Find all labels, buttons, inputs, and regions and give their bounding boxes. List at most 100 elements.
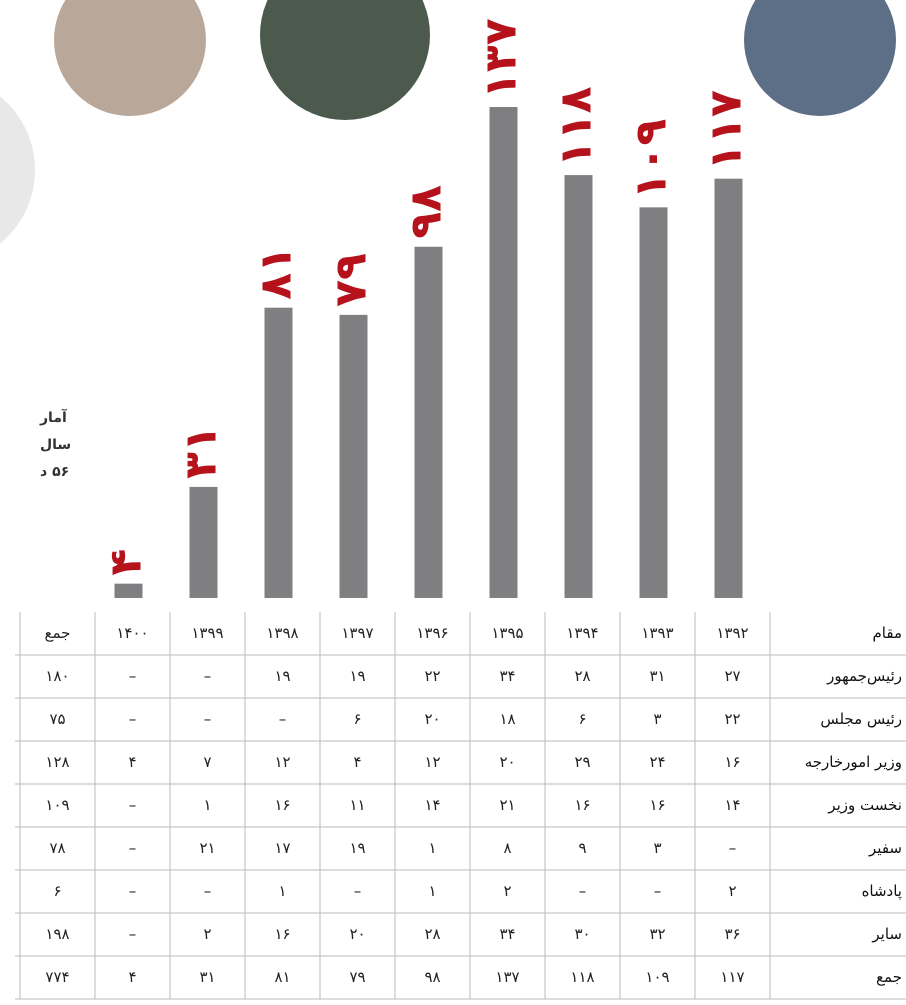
table-cell: ۱۱۷ bbox=[720, 968, 744, 986]
table-cell: ۷۵ bbox=[49, 710, 65, 728]
table-cell: – bbox=[654, 882, 662, 900]
header-cell: جمع bbox=[45, 624, 71, 642]
row-label: سفیر bbox=[868, 839, 902, 857]
bar bbox=[414, 246, 443, 598]
table-cell: ۳۴ bbox=[499, 925, 515, 943]
header-cell: ۱۳۹۹ bbox=[191, 624, 223, 642]
table-cell: ۱۱ bbox=[349, 796, 365, 814]
table-cell: ۷۸ bbox=[49, 839, 65, 857]
bar bbox=[564, 175, 593, 598]
table-cell: – bbox=[129, 667, 137, 685]
table-cell: ۷ bbox=[203, 753, 211, 771]
table-cell: – bbox=[129, 796, 137, 814]
value-label: ۱۱۸ bbox=[551, 86, 602, 167]
table-cell: ۱ bbox=[278, 882, 286, 900]
table-cell: ۱۶ bbox=[649, 796, 665, 814]
table-cell: ۶ bbox=[578, 710, 586, 728]
table-cell: ۲۸ bbox=[424, 925, 440, 943]
row-label: نخست وزیر bbox=[827, 796, 902, 814]
table-cell: ۳ bbox=[653, 710, 661, 728]
table-cell: ۸۱ bbox=[274, 968, 290, 986]
row-label: سایر bbox=[871, 925, 902, 943]
table-cell: ۲۲ bbox=[724, 710, 740, 728]
table-cell: ۳۱ bbox=[649, 667, 665, 685]
value-label: ۱۱۷ bbox=[701, 90, 752, 171]
row-label: وزیر امورخارجه bbox=[805, 753, 902, 771]
photo bbox=[744, 0, 896, 116]
table-cell: ۲۰ bbox=[499, 753, 515, 771]
table-cell: – bbox=[129, 925, 137, 943]
bar bbox=[714, 178, 743, 598]
table-cell: – bbox=[129, 839, 137, 857]
table-cell: ۱۴ bbox=[724, 796, 740, 814]
table-cell: ۱۹ bbox=[349, 839, 365, 857]
row-label: رئیس‌جمهور bbox=[826, 667, 902, 685]
table-cell: ۱۶ bbox=[574, 796, 590, 814]
table-cell: ۲۰ bbox=[424, 710, 440, 728]
table-cell: – bbox=[129, 710, 137, 728]
table-cell: ۹۸ bbox=[424, 968, 440, 986]
header-cell: ۱۳۹۶ bbox=[416, 624, 448, 642]
table-cell: – bbox=[729, 839, 737, 857]
table-cell: – bbox=[354, 882, 362, 900]
bar bbox=[189, 486, 218, 598]
table-cell: ۱۸ bbox=[499, 710, 515, 728]
table-cell: ۱۲ bbox=[274, 753, 290, 771]
table-cell: ۱۴ bbox=[424, 796, 440, 814]
value-label: ۱۳۷ bbox=[476, 18, 527, 99]
value-label: ۹۸ bbox=[401, 185, 452, 239]
table-cell: ۶ bbox=[353, 710, 361, 728]
value-label: ۴ bbox=[101, 549, 152, 576]
table-cell: ۳۱ bbox=[199, 968, 215, 986]
table-cell: ۱۶ bbox=[274, 796, 290, 814]
table-cell: – bbox=[204, 710, 212, 728]
photo bbox=[260, 0, 430, 120]
table-cell: ۱ bbox=[428, 839, 436, 857]
table-cell: ۲۷ bbox=[724, 667, 740, 685]
row-label: رئیس مجلس bbox=[820, 710, 902, 728]
table-cell: ۱۱۸ bbox=[570, 968, 594, 986]
table-cell: ۱۷ bbox=[274, 839, 290, 857]
table-cell: ۳ bbox=[653, 839, 661, 857]
table-cell: ۳۰ bbox=[574, 925, 590, 943]
table-cell: ۷۷۴ bbox=[45, 968, 69, 986]
side-text: ۵۶ د bbox=[40, 464, 69, 480]
bar bbox=[639, 207, 668, 598]
table-cell: ۷۹ bbox=[349, 968, 365, 986]
table-cell: – bbox=[279, 710, 287, 728]
table-cell: ۱۲۸ bbox=[45, 753, 69, 771]
side-text: سال bbox=[40, 437, 71, 453]
value-label: ۷۹ bbox=[326, 253, 377, 307]
table-cell: ۱۲ bbox=[424, 753, 440, 771]
value-label: ۸۱ bbox=[251, 246, 302, 300]
table-cell: ۱۹ bbox=[349, 667, 365, 685]
table-cell: ۱۶ bbox=[274, 925, 290, 943]
side-text: آمار bbox=[39, 408, 68, 426]
value-label: ۳۱ bbox=[176, 425, 227, 479]
table-cell: ۲ bbox=[728, 882, 736, 900]
table-cell: ۴ bbox=[128, 968, 136, 986]
table-cell: ۳۲ bbox=[649, 925, 665, 943]
bar bbox=[489, 107, 518, 598]
table-cell: ۲۸ bbox=[574, 667, 590, 685]
table-cell: ۱۳۷ bbox=[495, 968, 519, 986]
row-label: پادشاه bbox=[862, 882, 902, 901]
header-cell: ۱۳۹۷ bbox=[341, 624, 373, 642]
table-cell: ۲۴ bbox=[649, 753, 665, 771]
table-cell: – bbox=[204, 882, 212, 900]
header-cell: ۱۴۰۰ bbox=[116, 624, 148, 642]
table-cell: ۱۰۹ bbox=[45, 796, 69, 814]
table-cell: ۴ bbox=[353, 753, 361, 771]
table-cell: ۸ bbox=[503, 839, 511, 857]
table-cell: – bbox=[129, 882, 137, 900]
table-cell: – bbox=[579, 882, 587, 900]
table-cell: ۱۹۸ bbox=[45, 925, 69, 943]
table-cell: ۲۰ bbox=[349, 925, 365, 943]
table-cell: ۱ bbox=[428, 882, 436, 900]
table-cell: ۲۲ bbox=[424, 667, 440, 685]
table-cell: ۲۹ bbox=[574, 753, 590, 771]
table-cell: ۳۶ bbox=[724, 925, 740, 943]
